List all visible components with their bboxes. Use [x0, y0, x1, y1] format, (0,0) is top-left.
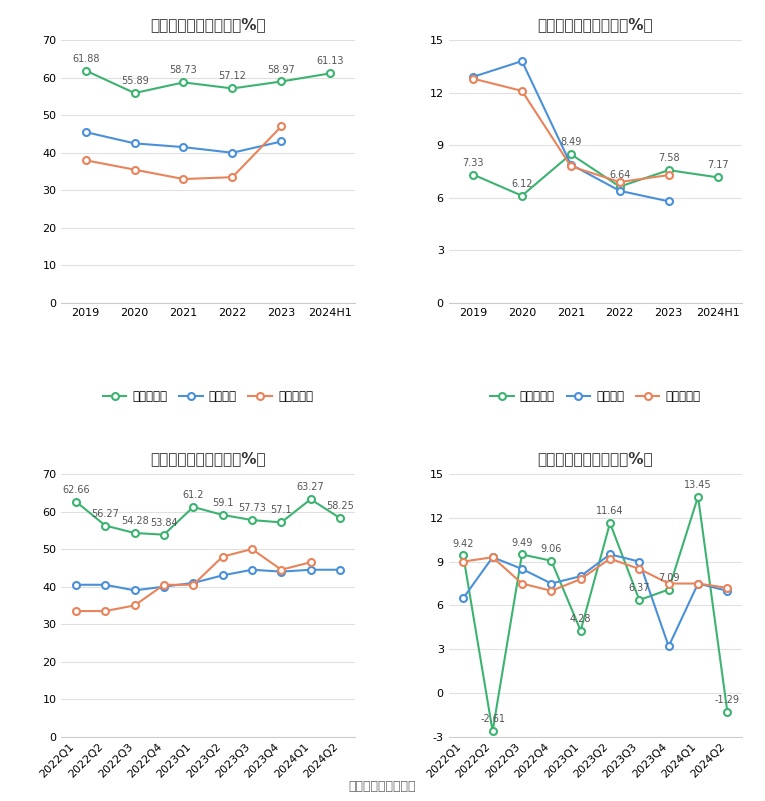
Text: 58.25: 58.25 — [326, 501, 354, 511]
Text: 8.49: 8.49 — [560, 137, 581, 147]
Text: 7.58: 7.58 — [658, 153, 679, 163]
Text: 7.09: 7.09 — [658, 573, 679, 582]
Text: 59.1: 59.1 — [212, 498, 233, 508]
Text: 63.27: 63.27 — [297, 482, 324, 493]
Text: 61.88: 61.88 — [72, 54, 99, 63]
Title: 历年毛利率变化情况（%）: 历年毛利率变化情况（%） — [150, 17, 265, 32]
Text: 13.45: 13.45 — [684, 480, 712, 489]
Text: 9.42: 9.42 — [453, 538, 474, 549]
Text: 6.64: 6.64 — [609, 170, 630, 179]
Title: 历年净利率变化情况（%）: 历年净利率变化情况（%） — [538, 17, 653, 32]
Title: 季度毛利率变化情况（%）: 季度毛利率变化情况（%） — [150, 451, 265, 466]
Text: 61.13: 61.13 — [317, 56, 344, 66]
Text: 9.06: 9.06 — [541, 544, 562, 553]
Text: 55.89: 55.89 — [121, 76, 148, 87]
Text: 9.49: 9.49 — [511, 537, 532, 548]
Title: 季度净利率变化情况（%）: 季度净利率变化情况（%） — [538, 451, 653, 466]
Text: 7.33: 7.33 — [462, 158, 483, 167]
Text: -2.61: -2.61 — [480, 714, 505, 724]
Text: 61.2: 61.2 — [183, 490, 204, 500]
Text: 11.64: 11.64 — [596, 506, 623, 516]
Text: 57.73: 57.73 — [238, 503, 266, 513]
Text: 6.37: 6.37 — [629, 583, 650, 593]
Text: 56.27: 56.27 — [91, 509, 119, 518]
Text: -1.29: -1.29 — [715, 695, 740, 705]
Text: 62.66: 62.66 — [62, 485, 90, 494]
Legend: 公司净利率, 行业均值, 行业中位数: 公司净利率, 行业均值, 行业中位数 — [486, 385, 705, 408]
Text: 54.28: 54.28 — [121, 516, 148, 526]
Text: 53.84: 53.84 — [150, 517, 177, 528]
Text: 57.12: 57.12 — [219, 71, 246, 82]
Legend: 公司毛利率, 行业均值, 行业中位数: 公司毛利率, 行业均值, 行业中位数 — [98, 385, 317, 408]
Text: 数据来源：恒生聚源: 数据来源：恒生聚源 — [349, 780, 416, 793]
Text: 58.97: 58.97 — [268, 65, 295, 74]
Text: 4.28: 4.28 — [570, 614, 591, 624]
Text: 58.73: 58.73 — [170, 66, 197, 75]
Text: 57.1: 57.1 — [271, 505, 292, 516]
Text: 6.12: 6.12 — [511, 179, 532, 189]
Text: 7.17: 7.17 — [707, 160, 728, 171]
